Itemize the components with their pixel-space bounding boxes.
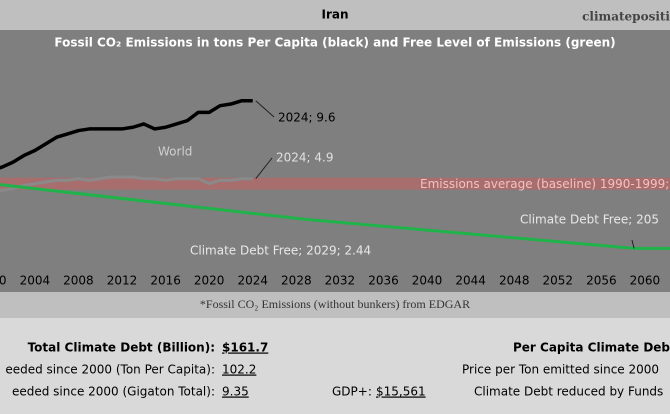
footnote-band bbox=[0, 292, 670, 318]
x-tick-label: 2024 bbox=[237, 274, 268, 288]
summary-label: Total Climate Debt (Billion): bbox=[28, 341, 215, 355]
summary-label: Price per Ton emitted since 2000 bbox=[462, 363, 659, 377]
x-tick-label: 2028 bbox=[281, 274, 312, 288]
chart-title: Iran bbox=[321, 8, 348, 22]
brand: climatepositi bbox=[582, 10, 670, 24]
summary-value: 102.2 bbox=[222, 363, 256, 377]
chart-subtitle: Fossil CO₂ Emissions in tons Per Capita … bbox=[54, 36, 615, 50]
annotation: Climate Debt Free; 205 bbox=[520, 213, 659, 227]
gdp-value: $15,561 bbox=[376, 385, 426, 399]
leader-line bbox=[631, 239, 635, 249]
leader-line bbox=[255, 100, 275, 118]
summary-value: $161.7 bbox=[222, 341, 268, 355]
x-tick-label: 2048 bbox=[499, 274, 530, 288]
plot: Emissions average (baseline) 1990-1999; … bbox=[0, 98, 670, 288]
annotation: 2024; 9.6 bbox=[278, 111, 335, 125]
plot-bg bbox=[0, 30, 670, 292]
annotation: 2024; 4.9 bbox=[276, 151, 333, 165]
series-line bbox=[0, 183, 670, 250]
x-tick-label: 2012 bbox=[107, 274, 138, 288]
x-tick-label: 2016 bbox=[150, 274, 181, 288]
summary-label: eeded since 2000 (Ton Per Capita): bbox=[5, 363, 215, 377]
x-tick-label: 2052 bbox=[543, 274, 574, 288]
series-line bbox=[0, 98, 253, 170]
x-tick-label: 2020 bbox=[194, 274, 225, 288]
summary-label: Climate Debt reduced by Funds bbox=[474, 385, 663, 399]
summary: Total Climate Debt (Billion): $161.7 eed… bbox=[5, 341, 670, 399]
x-tick-label: 2032 bbox=[325, 274, 356, 288]
title-band bbox=[0, 0, 670, 30]
x-tick-label: 2044 bbox=[455, 274, 486, 288]
gdp-label: GDP+: bbox=[332, 385, 372, 399]
x-tick-label: 2056 bbox=[586, 274, 617, 288]
footnote: *Fossil CO₂ Emissions (without bunkers) … bbox=[200, 297, 470, 311]
series-label: World bbox=[158, 145, 192, 159]
baseline-label: Emissions average (baseline) 1990-1999; … bbox=[420, 177, 670, 191]
x-tick-label: 2008 bbox=[63, 274, 94, 288]
x-tick-label: 2060 bbox=[630, 274, 661, 288]
series-line bbox=[0, 175, 253, 192]
x-tick-label: 2000 bbox=[0, 274, 7, 288]
x-tick-label: 2004 bbox=[20, 274, 51, 288]
x-tick-label: 2036 bbox=[368, 274, 399, 288]
summary-value: 9.35 bbox=[222, 385, 249, 399]
annotation: Climate Debt Free; 2029; 2.44 bbox=[190, 244, 371, 258]
leader-line bbox=[255, 157, 273, 180]
summary-label: eeded since 2000 (Gigaton Total): bbox=[12, 385, 215, 399]
summary-heading: Per Capita Climate Deb bbox=[513, 341, 670, 355]
summary-bg bbox=[0, 318, 670, 414]
x-tick-label: 2040 bbox=[412, 274, 443, 288]
